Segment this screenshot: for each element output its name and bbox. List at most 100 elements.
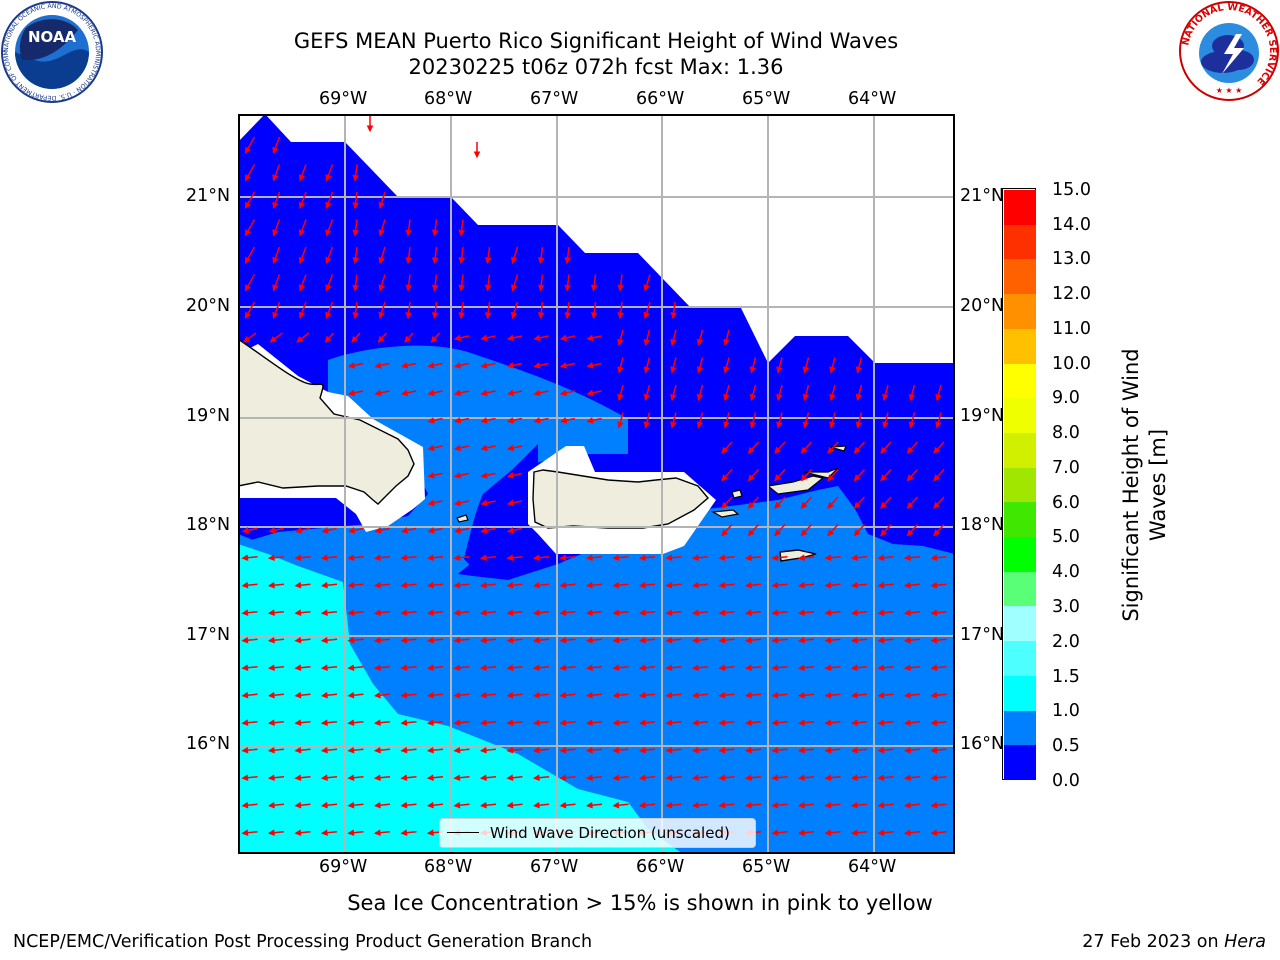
wave-direction-arrowhead: [771, 636, 779, 644]
wave-direction-arrowhead: [850, 829, 858, 836]
wave-direction-arrowhead: [325, 311, 332, 320]
wave-direction-arrowhead: [352, 202, 359, 210]
colorbar-swatch: [1003, 328, 1036, 364]
wave-direction-arrowhead: [430, 335, 438, 343]
wave-direction-arrowhead: [294, 746, 302, 754]
colorbar-swatch: [1003, 675, 1036, 711]
legend-line-swatch: [447, 832, 479, 833]
wave-direction-arrowhead: [453, 527, 462, 534]
wave-direction-arrowhead: [241, 636, 249, 644]
wave-direction-arrowhead: [268, 527, 276, 534]
wave-direction-arrowhead: [829, 421, 836, 429]
colorbar-swatch: [1003, 640, 1036, 676]
wave-direction-arrowhead: [930, 664, 938, 671]
wave-direction-arrowhead: [559, 746, 567, 754]
wave-direction-arrowhead: [298, 311, 306, 320]
wave-direction-arrowhead: [643, 421, 651, 429]
wave-direction-arrowhead: [426, 829, 434, 836]
wave-direction-arrowhead: [906, 446, 914, 454]
wave-direction-arrowhead: [617, 338, 624, 347]
nws-logo: NATIONAL WEATHER SERVICE ★ ★ ★: [1178, 0, 1280, 102]
wave-direction-arrowhead: [744, 636, 752, 644]
lat-tick-left: 17°N: [186, 625, 231, 645]
wave-direction-arrowhead: [930, 581, 938, 589]
wave-direction-arrowhead: [643, 284, 650, 292]
colorbar-tick: 0.5: [1052, 736, 1080, 756]
colorbar-swatch: [1003, 710, 1036, 746]
wave-direction-arrowhead: [427, 527, 435, 534]
wave-direction-arrowhead: [771, 581, 779, 589]
wave-direction-arrowhead: [506, 609, 514, 616]
wave-direction-arrowhead: [480, 444, 488, 452]
wave-direction-arrowhead: [378, 256, 385, 265]
lat-tick-right: 17°N: [960, 625, 1005, 645]
wave-direction-arrowhead: [453, 719, 461, 726]
wave-height-band-1.0-1.5: [238, 544, 683, 854]
wave-direction-arrowhead: [426, 554, 434, 561]
wave-direction-arrowhead: [241, 774, 249, 781]
wave-direction-arrowhead: [480, 527, 488, 534]
wave-direction-arrowhead: [506, 444, 515, 452]
wave-direction-arrowhead: [400, 636, 408, 644]
wave-direction-arrowhead: [824, 801, 832, 809]
wave-direction-arrowhead: [294, 801, 302, 809]
wave-direction-arrowhead: [320, 581, 328, 589]
wave-direction-arrowhead: [426, 719, 434, 726]
wave-direction-arrowhead: [453, 746, 461, 754]
wave-direction-arrowhead: [352, 257, 359, 265]
wave-direction-arrowhead: [586, 417, 594, 424]
wave-direction-arrowhead: [585, 609, 593, 616]
colorbar-tick: 5.0: [1052, 527, 1080, 547]
colorbar-tick: 13.0: [1052, 249, 1091, 269]
wave-direction-arrowhead: [585, 746, 593, 754]
wave-direction-arrowhead: [670, 393, 677, 402]
wave-direction-arrowhead: [718, 636, 726, 644]
wave-direction-arrowhead: [347, 581, 355, 589]
wave-direction-arrowhead: [771, 746, 779, 754]
colorbar-swatch: [1003, 224, 1036, 260]
wave-direction-arrowhead: [479, 746, 487, 754]
wave-direction-arrowhead: [850, 719, 858, 726]
wave-direction-arrowhead: [585, 691, 593, 699]
wave-direction-arrowhead: [877, 636, 885, 644]
wave-direction-arrowhead: [930, 801, 938, 809]
wave-direction-arrowhead: [908, 421, 916, 429]
lat-tick-right: 18°N: [960, 515, 1005, 535]
wave-direction-arrowhead: [537, 257, 545, 265]
wave-direction-arrowhead: [506, 389, 515, 397]
wind-wave-arrows: [241, 116, 947, 836]
wave-direction-arrowhead: [374, 527, 382, 534]
wave-direction-arrowhead: [373, 829, 381, 836]
wave-direction-arrowhead: [855, 393, 863, 402]
wave-direction-arrowhead: [933, 446, 941, 454]
wave-direction-arrowhead: [718, 774, 726, 781]
wave-direction-arrowhead: [585, 774, 593, 781]
wave-direction-arrowhead: [643, 311, 650, 320]
wave-direction-arrowhead: [400, 554, 408, 561]
wave-direction-arrowhead: [744, 746, 752, 754]
wave-direction-arrowhead: [691, 554, 699, 561]
wave-direction-arrowhead: [506, 499, 515, 507]
wave-direction-arrowhead: [373, 774, 381, 781]
lon-tick-top: 67°W: [530, 89, 579, 109]
wave-direction-arrowhead: [933, 474, 941, 482]
wave-direction-arrowhead: [347, 527, 356, 534]
wave-direction-arrowhead: [480, 472, 488, 479]
wave-direction-arrowhead: [824, 719, 832, 726]
wave-direction-arrowhead: [665, 691, 673, 699]
wave-direction-arrowhead: [586, 362, 594, 369]
wave-direction-arrowhead: [320, 609, 328, 616]
wave-direction-arrowhead: [473, 151, 481, 159]
wave-direction-arrowhead: [638, 609, 646, 616]
wave-direction-arrowhead: [294, 554, 302, 561]
wave-direction-arrowhead: [718, 691, 726, 699]
wave-direction-arrowhead: [824, 581, 832, 589]
colorbar-tick: 8.0: [1052, 423, 1080, 443]
wave-direction-arrowhead: [774, 529, 782, 537]
wave-direction-arrowhead: [824, 554, 832, 561]
wave-direction-arrowhead: [850, 636, 858, 644]
colorbar-label: Significant Height of Wind Waves [m]: [1119, 348, 1170, 622]
wave-direction-arrowhead: [267, 829, 275, 836]
wave-direction-arrowhead: [612, 691, 620, 699]
wave-direction-arrowhead: [930, 774, 938, 781]
